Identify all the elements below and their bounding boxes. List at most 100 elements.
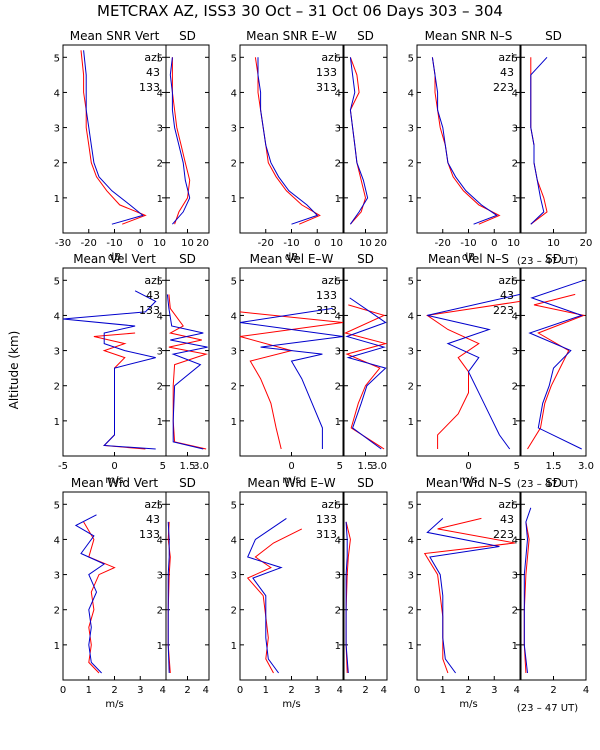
x-axis-label: dB <box>108 252 121 263</box>
series-line-133 <box>254 57 321 225</box>
series-line-43 <box>527 293 586 450</box>
x-tick-label: 1 <box>263 685 269 696</box>
series-line-133 <box>74 514 106 674</box>
x-tick-label: 10 <box>547 238 560 249</box>
x-tick-label: 10 <box>181 238 194 249</box>
series-line-223 <box>427 293 521 450</box>
altitude-tick-label: 1 <box>408 417 414 428</box>
altitude-tick-label: 4 <box>335 311 341 322</box>
series-line-43 <box>431 57 501 225</box>
panel-title: SD <box>357 29 374 43</box>
panel-title: Mean Wid Vert <box>71 476 158 490</box>
legend-entry-blue: 223 <box>493 81 514 94</box>
panel-0-1: 1 2 3 4 5 10 20 SD <box>157 29 210 249</box>
x-tick-label: 0 <box>111 461 117 472</box>
series-line-313 <box>345 297 387 450</box>
x-tick-label: -10 <box>283 238 299 249</box>
series-line-223 <box>523 507 532 674</box>
x-tick-label: 20 <box>196 238 209 249</box>
x-tick-label: 0 <box>60 685 66 696</box>
altitude-tick-label: 2 <box>54 382 60 393</box>
panel-title: Mean Wid N–S <box>426 476 511 490</box>
altitude-tick-label: 2 <box>335 159 341 170</box>
altitude-tick-label: 5 <box>54 276 60 287</box>
series-line-133 <box>246 528 303 674</box>
altitude-tick-label: 4 <box>54 535 60 546</box>
legend-entry-red: 43 <box>500 513 514 526</box>
x-tick-label: 2 <box>111 685 117 696</box>
x-tick-label: -5 <box>58 461 68 472</box>
panel-frame <box>520 491 587 681</box>
x-tick-label: 0 <box>288 461 294 472</box>
x-tick-label: 0 <box>237 685 243 696</box>
panel-2-3: 1 2 3 4 5 2 4 SD <box>335 476 388 696</box>
time-range-note: (23 – 47 UT) <box>517 479 578 490</box>
altitude-tick-label: 1 <box>512 417 518 428</box>
x-tick-label: 5 <box>160 461 166 472</box>
altitude-tick-label: 1 <box>512 641 518 652</box>
x-axis-label: m/s <box>459 475 477 486</box>
panel-1-1: 1 2 3 4 5 1.53.0 SD <box>157 252 210 472</box>
altitude-tick-label: 5 <box>512 53 518 64</box>
legend-entry-red: 133 <box>316 289 337 302</box>
legend-entry-red: 133 <box>316 513 337 526</box>
altitude-tick-label: 3 <box>231 124 237 135</box>
altitude-tick-label: 2 <box>157 159 163 170</box>
legend-title: azi <box>498 274 514 287</box>
legend-entry-red: 43 <box>500 66 514 79</box>
panel-title: SD <box>545 29 562 43</box>
altitude-tick-label: 1 <box>335 194 341 205</box>
x-tick-label: 3.0 <box>371 461 387 472</box>
altitude-tick-label: 5 <box>335 53 341 64</box>
series-line-313 <box>247 517 287 674</box>
altitude-tick-label: 1 <box>54 641 60 652</box>
legend-title: azi <box>498 51 514 64</box>
legend-entry-red: 43 <box>146 289 160 302</box>
x-tick-label: 20 <box>374 238 387 249</box>
x-axis-label: m/s <box>282 475 300 486</box>
altitude-tick-label: 5 <box>512 276 518 287</box>
x-tick-label: 0 <box>491 238 497 249</box>
series-line-43 <box>168 294 209 450</box>
altitude-tick-label: 1 <box>157 417 163 428</box>
altitude-tick-label: 2 <box>408 382 414 393</box>
x-tick-label: 5 <box>514 461 520 472</box>
panel-title: SD <box>179 252 196 266</box>
altitude-tick-label: 2 <box>231 159 237 170</box>
x-tick-label: 3.0 <box>578 461 594 472</box>
altitude-tick-label: 1 <box>54 417 60 428</box>
legend-entry-red: 43 <box>146 66 160 79</box>
panel-frame <box>343 44 388 234</box>
series-line-43 <box>425 300 521 449</box>
series-line-133 <box>166 294 208 450</box>
series-line-43 <box>80 50 147 225</box>
series-line-223 <box>431 57 498 225</box>
figure-title: METCRAX AZ, ISS3 30 Oct – 31 Oct 06 Days… <box>97 2 503 20</box>
altitude-tick-label: 5 <box>231 276 237 287</box>
x-axis-label: m/s <box>105 699 123 710</box>
altitude-tick-label: 3 <box>54 347 60 358</box>
altitude-tick-label: 3 <box>408 571 414 582</box>
legend-title: azi <box>144 274 160 287</box>
altitude-tick-label: 4 <box>335 535 341 546</box>
x-tick-label: 1.5 <box>180 461 196 472</box>
x-tick-label: 2 <box>362 685 368 696</box>
altitude-tick-label: 5 <box>335 500 341 511</box>
altitude-tick-label: 4 <box>54 88 60 99</box>
altitude-tick-label: 2 <box>335 606 341 617</box>
altitude-tick-label: 4 <box>512 311 518 322</box>
legend-entry-blue: 313 <box>316 304 337 317</box>
altitude-tick-label: 2 <box>157 606 163 617</box>
panel-title: Mean Vel Vert <box>73 252 156 266</box>
altitude-tick-label: 4 <box>54 311 60 322</box>
series-line-43 <box>171 57 191 225</box>
altitude-tick-label: 3 <box>231 347 237 358</box>
legend-entry-red: 133 <box>316 66 337 79</box>
altitude-tick-label: 3 <box>54 124 60 135</box>
series-line-223 <box>426 518 500 674</box>
